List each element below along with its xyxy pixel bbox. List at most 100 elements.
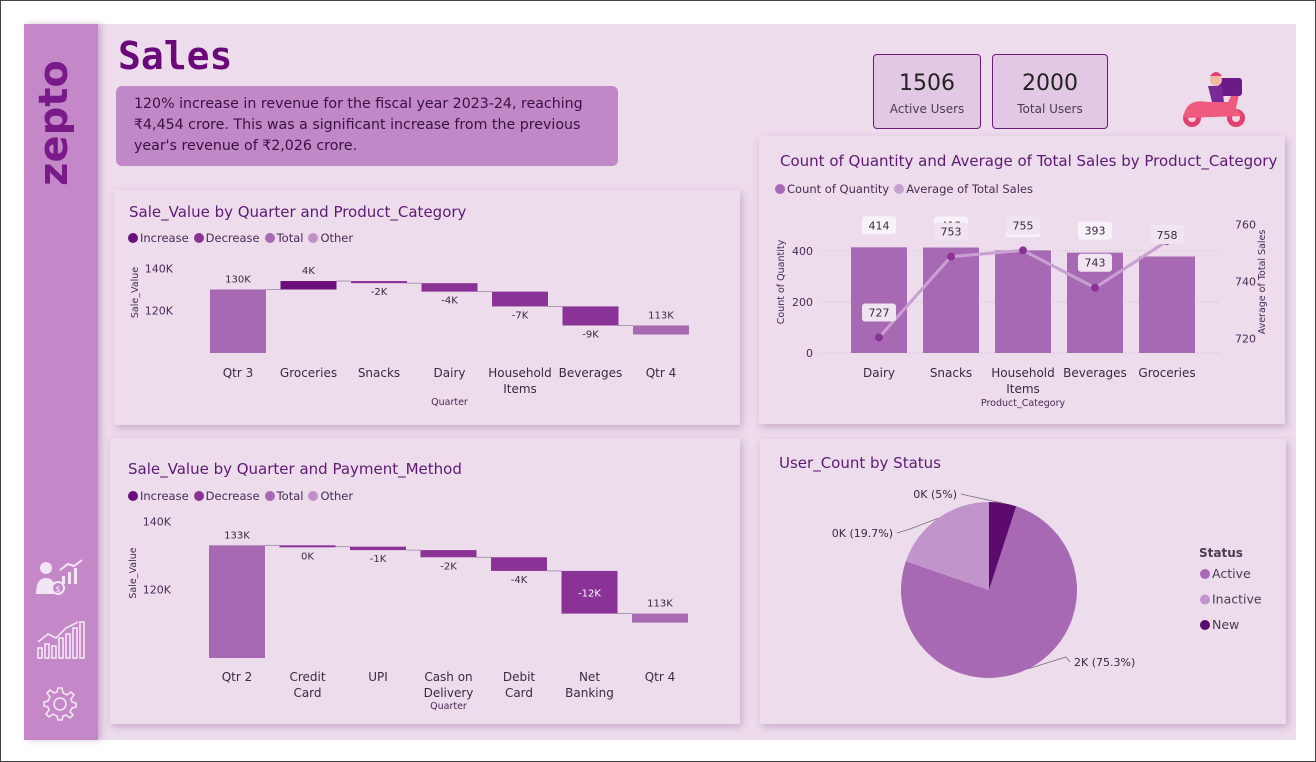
x-tick-label: Groceries xyxy=(1138,366,1195,380)
kpi-total-users[interactable]: 2000 Total Users xyxy=(992,54,1108,129)
y-tick-label: 120K xyxy=(143,584,172,597)
kpi-label: Total Users xyxy=(1017,102,1083,116)
pie-chart-svg: 2K (75.3%) 0K (19.7%) 0K (5%) Status Active I… xyxy=(832,488,1262,678)
pie-leader-line xyxy=(1028,656,1071,670)
x-tick-label: Household xyxy=(991,366,1055,380)
y-axis-title: Sale_Value xyxy=(130,267,141,318)
chart-title: Sale_Value by Quarter and Payment_Method xyxy=(128,460,462,478)
x-tick-label: Snacks xyxy=(930,366,972,380)
line-point xyxy=(1019,246,1027,255)
combo-chart-svg: 0 200 400 720 740 760 Count of Quantity Average… xyxy=(776,216,1268,409)
legend-item-decrease: Decrease xyxy=(193,231,260,245)
waterfall-bar xyxy=(350,546,406,551)
x-tick-label: UPI xyxy=(368,670,388,684)
x-tick-label: Beverages xyxy=(1063,366,1127,380)
x-tick-label: Dairy xyxy=(863,366,895,380)
user-status-pie-card[interactable]: User_Count by Status 2K (75.3%) 0K (19.7%… xyxy=(760,439,1286,724)
line-data-label-box xyxy=(862,303,896,322)
x-tick-label: Debit xyxy=(503,670,536,684)
page-title: Sales xyxy=(118,34,233,78)
bar-data-label: 414 xyxy=(869,219,890,232)
y-tick-label: 140K xyxy=(145,262,174,275)
bar-chart-icon[interactable] xyxy=(34,618,86,662)
data-label: 130K xyxy=(225,275,251,286)
legend-item-increase: Increase xyxy=(128,231,189,245)
payment-method-waterfall-card[interactable]: Sale_Value by Quarter and Payment_Method… xyxy=(110,438,740,724)
pie-leader-line xyxy=(896,517,939,534)
y-axis-title: Count of Quantity xyxy=(776,239,787,324)
bar-data-label-box xyxy=(862,216,896,235)
data-label: 0K xyxy=(301,551,314,562)
data-label: -4K xyxy=(511,575,528,586)
bar-count-of-quantity xyxy=(995,250,1051,353)
kpi-value: 2000 xyxy=(1022,71,1078,96)
legend-item-count-of-quantity: Count of Quantity xyxy=(775,182,889,196)
product-category-waterfall-card[interactable]: Sale_Value by Quarter and Product_Catego… xyxy=(114,190,740,425)
x-tick-label: Card xyxy=(505,686,533,700)
x-axis-title: Quarter xyxy=(431,397,468,408)
pie-slice-active xyxy=(901,506,1077,678)
x-tick-label: Qtr 4 xyxy=(646,366,677,380)
zepto-logo-text: zepto xyxy=(34,60,74,186)
legend-dot xyxy=(1200,569,1210,579)
line-data-label: 755 xyxy=(1013,219,1034,232)
data-label: -12K xyxy=(578,588,601,599)
kpi-value: 1506 xyxy=(899,71,955,96)
waterfall-bar xyxy=(351,281,407,284)
settings-gear-icon[interactable] xyxy=(34,682,86,726)
kpi-active-users[interactable]: 1506 Active Users xyxy=(873,54,981,129)
svg-text:$: $ xyxy=(55,585,61,595)
line-data-label: 758 xyxy=(1157,229,1178,242)
data-label: 4K xyxy=(302,266,315,277)
x-axis-title: Quarter xyxy=(430,701,467,712)
bar-data-label-box xyxy=(1078,221,1112,240)
y-tick-label: 0 xyxy=(806,347,813,360)
y-tick-label: 140K xyxy=(143,515,172,528)
chart-title: Sale_Value by Quarter and Product_Catego… xyxy=(129,203,467,221)
pie-slice-new xyxy=(989,502,1017,590)
waterfall-bar xyxy=(562,306,619,326)
x-tick-label: Beverages xyxy=(559,366,623,380)
bar-count-of-quantity xyxy=(1139,256,1195,353)
data-label: 113K xyxy=(648,310,674,321)
data-label: -2K xyxy=(440,561,457,572)
data-label: -7K xyxy=(512,310,529,321)
y-axis-title: Sale_Value xyxy=(128,547,139,598)
legend-label: Inactive xyxy=(1212,592,1262,607)
pie-data-label: 2K (75.3%) xyxy=(1074,656,1135,669)
legend-dot xyxy=(1200,594,1210,605)
line-point xyxy=(947,252,955,261)
quantity-sales-combo-card[interactable]: Count of Quantity and Average of Total S… xyxy=(759,136,1285,424)
x-tick-label: Items xyxy=(503,382,537,396)
waterfall-bar xyxy=(421,283,478,292)
x-tick-label: Dairy xyxy=(434,366,466,380)
y2-axis-title: Average of Total Sales xyxy=(1257,230,1268,335)
pie-data-label: 0K (5%) xyxy=(913,488,957,501)
waterfall-bar xyxy=(420,550,477,558)
line-data-label-box xyxy=(1150,226,1184,245)
y-tick-label: 120K xyxy=(145,305,174,318)
x-tick-label: Qtr 3 xyxy=(223,366,254,380)
x-tick-label: Banking xyxy=(565,686,614,700)
waterfall-bar xyxy=(209,545,265,658)
chart-title: Count of Quantity and Average of Total S… xyxy=(780,152,1278,170)
data-label: 113K xyxy=(647,599,673,610)
pie-slice-inactive xyxy=(905,502,989,590)
waterfall-bar xyxy=(279,545,336,548)
x-axis-title: Product_Category xyxy=(981,398,1066,409)
user-growth-icon[interactable]: $ xyxy=(34,558,86,602)
legend-dot xyxy=(1200,620,1210,630)
x-tick-label: Items xyxy=(1006,382,1040,396)
line-data-label: 727 xyxy=(869,306,890,319)
waterfall-bar xyxy=(632,613,688,623)
chart-title: User_Count by Status xyxy=(779,454,941,472)
data-label: -9K xyxy=(582,329,599,340)
y-tick-label: 200 xyxy=(792,296,813,309)
legend-item-total: Total xyxy=(264,489,303,503)
x-tick-label: Credit xyxy=(289,670,325,684)
data-label: -2K xyxy=(371,287,388,298)
bar-count-of-quantity xyxy=(923,247,979,353)
legend-item-other: Other xyxy=(308,231,353,245)
legend-item-other: Other xyxy=(308,489,353,503)
x-tick-label: Household xyxy=(488,366,552,380)
